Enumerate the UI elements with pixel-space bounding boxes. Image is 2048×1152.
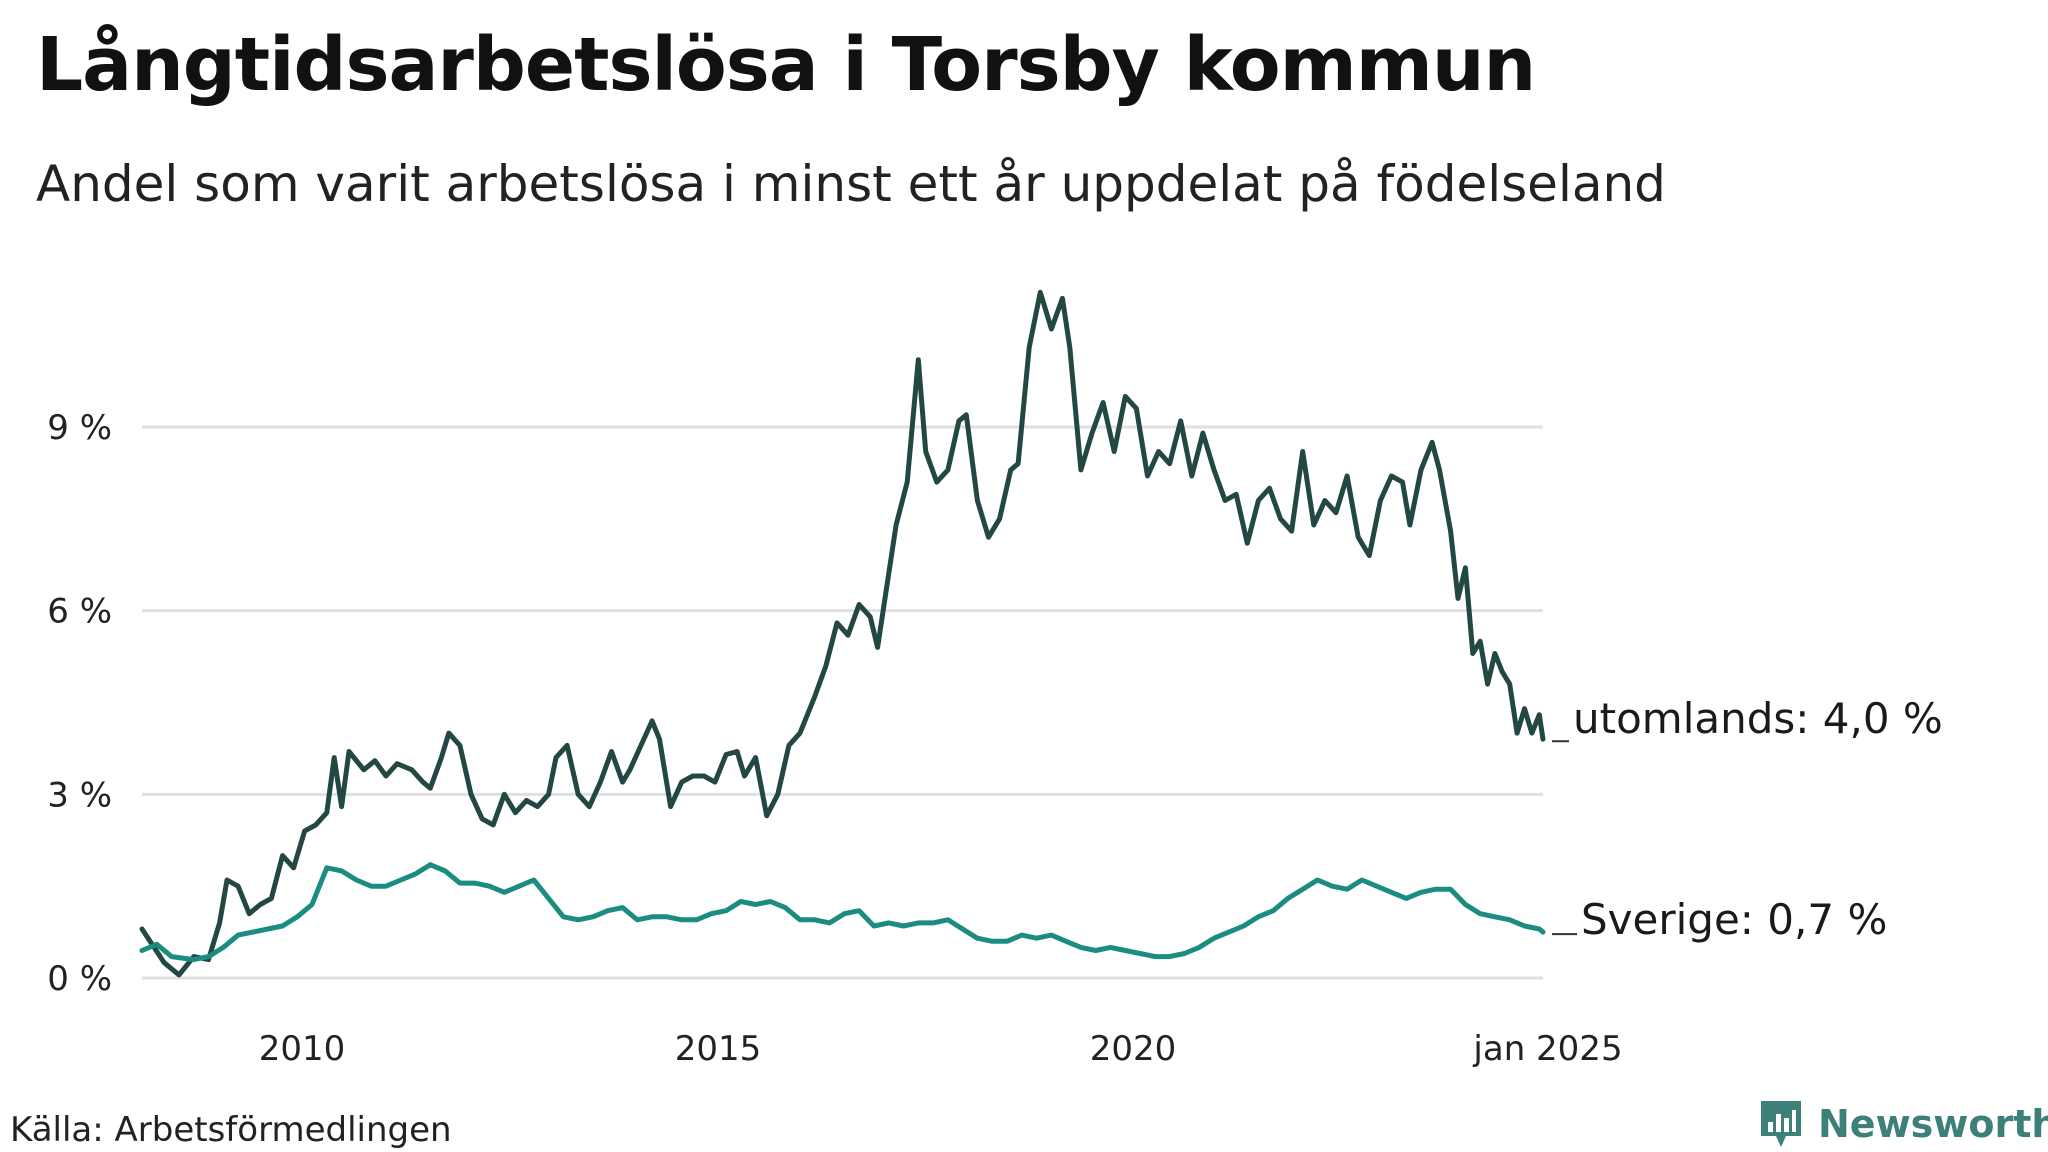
newsworthy-logo-icon	[1761, 1101, 1801, 1147]
series-label-Sverige: Sverige: 0,7 %	[1581, 895, 1887, 944]
series-line-Sverige	[139, 862, 1546, 963]
x-tick-label: 2020	[1090, 1029, 1177, 1069]
source-note: Källa: Arbetsförmedlingen	[10, 1110, 452, 1150]
brand-name: Newsworthy	[1818, 1102, 2048, 1146]
y-axis-ticks: 0 % 3 % 6 % 9 %	[47, 408, 112, 999]
chart-subtitle: Andel som varit arbetslösa i minst ett å…	[36, 155, 1666, 213]
y-tick-label: 0 %	[47, 959, 112, 999]
chart-title: Långtidsarbetslösa i Torsby kommun	[36, 22, 1536, 108]
series-lines	[139, 289, 1546, 978]
y-tick-label: 3 %	[47, 775, 112, 815]
y-tick-label: 9 %	[47, 408, 112, 448]
x-axis-ticks: 2010 2015 2020 jan 2025	[259, 1029, 1623, 1069]
y-tick-label: 6 %	[47, 592, 112, 632]
x-tick-label: 2015	[675, 1029, 762, 1069]
grid-lines	[142, 425, 1543, 980]
x-tick-label: jan 2025	[1472, 1029, 1622, 1069]
series-end-labels: utomlands: 4,0 % Sverige: 0,7 %	[1552, 694, 1943, 944]
series-label-utomlands: utomlands: 4,0 %	[1573, 694, 1943, 743]
x-tick-label: 2010	[259, 1029, 346, 1069]
series-line-utomlands	[139, 289, 1546, 978]
brand-logo: Newsworthy	[1758, 1098, 2048, 1150]
